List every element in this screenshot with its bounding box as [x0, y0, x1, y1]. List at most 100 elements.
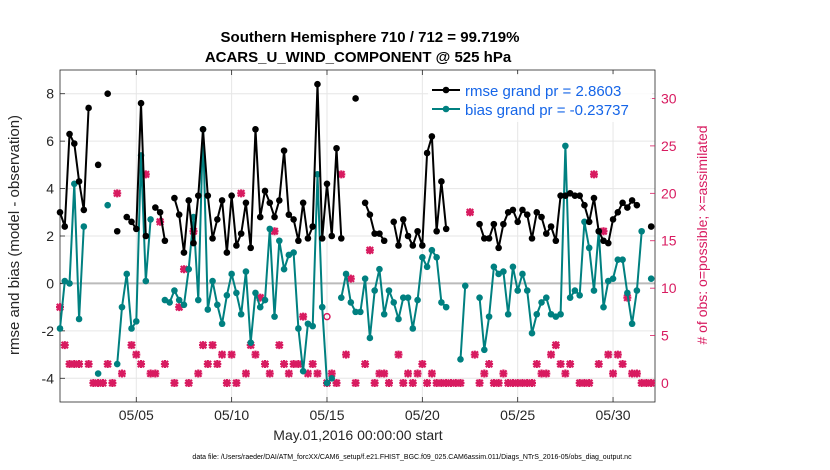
obs-assimilated-marker — [151, 369, 160, 378]
obs-assimilated-marker — [418, 360, 427, 369]
rmse-point — [285, 211, 293, 218]
obs-assimilated-marker — [375, 369, 384, 378]
bias-point — [633, 287, 641, 294]
obs-assimilated-marker — [399, 379, 408, 388]
rmse-point — [299, 199, 307, 207]
bias-point — [461, 282, 469, 290]
rmse-point — [247, 244, 255, 252]
rmse-point — [547, 223, 555, 230]
rmse-point — [633, 201, 641, 209]
x-tick-label: 05/15 — [309, 407, 344, 423]
bias-point — [528, 329, 536, 337]
rmse-point — [576, 192, 583, 199]
obs-assimilated-marker — [547, 350, 556, 359]
obs-assimilated-marker — [561, 369, 570, 378]
bias-point — [175, 296, 183, 304]
bias-point — [523, 287, 531, 294]
rmse-point — [242, 199, 250, 207]
bias-point — [142, 277, 150, 285]
bias-point — [361, 275, 369, 282]
y-axis-left-label: rmse and bias (model - observation) — [6, 115, 23, 355]
obs-assimilated-marker — [623, 293, 632, 302]
obs-assimilated-marker — [98, 379, 107, 388]
obs-assimilated-marker — [384, 379, 393, 388]
rmse-point — [94, 161, 102, 169]
y-right-tick-label: 0 — [661, 375, 669, 391]
obs-assimilated-marker — [284, 369, 293, 378]
bias-point — [80, 223, 88, 230]
bias-point — [247, 339, 255, 347]
obs-assimilated-marker — [103, 360, 112, 369]
bias-point — [504, 310, 512, 318]
bias-point — [485, 313, 493, 320]
rmse-point — [237, 230, 245, 237]
rmse-point — [528, 235, 536, 242]
bias-point — [295, 325, 302, 332]
legend: rmse grand pr = 2.8603 bias grand pr = -0… — [428, 74, 652, 122]
y-left-tick-label: 4 — [46, 181, 54, 197]
rmse-point — [304, 235, 312, 242]
y-left-tick-label: 0 — [46, 275, 54, 291]
bias-point — [128, 325, 135, 332]
obs-assimilated-marker — [175, 303, 184, 312]
bias-point — [600, 303, 607, 311]
bias-point — [423, 263, 431, 271]
bias-point — [538, 299, 545, 306]
obs-assimilated-marker — [642, 379, 651, 388]
bias-point — [500, 268, 507, 275]
rmse-point — [380, 237, 388, 245]
obs-assimilated-marker — [632, 369, 641, 378]
obs-assimilated-marker — [365, 246, 374, 255]
rmse-point — [85, 104, 92, 112]
y-left-tick-label: -4 — [42, 370, 55, 386]
bias-point — [185, 265, 193, 273]
bias-point — [290, 249, 297, 256]
obs-assimilated-marker — [427, 369, 436, 378]
obs-assimilated-marker — [408, 379, 417, 388]
rmse-point — [538, 213, 545, 221]
rmse-point — [481, 235, 488, 242]
legend-background — [428, 74, 652, 122]
series-layer — [56, 80, 656, 388]
rmse-point — [309, 223, 316, 230]
obs-assimilated-marker — [628, 369, 637, 378]
obs-assimilated-marker — [446, 379, 455, 388]
rmse-point — [328, 232, 336, 240]
rmse-point — [414, 227, 421, 235]
bias-point — [123, 270, 131, 278]
rmse-point — [604, 239, 612, 247]
rmse-point — [185, 197, 193, 204]
rmse-point — [266, 199, 274, 207]
obs-assimilated-marker — [237, 189, 246, 198]
obs-assimilated-marker — [466, 208, 475, 217]
x-tick-label: 05/25 — [500, 407, 535, 423]
rmse-point — [595, 227, 603, 235]
bias-point — [118, 303, 126, 311]
obs-assimilated-marker — [179, 265, 188, 274]
obs-assimilated-marker — [556, 360, 565, 369]
rmse-point — [519, 206, 526, 214]
bias-point — [204, 306, 212, 313]
y-left-tick-label: 2 — [46, 228, 54, 244]
bias-point — [194, 296, 202, 304]
obs-assimilated-marker — [332, 379, 341, 388]
rmse-point — [75, 178, 83, 185]
bias-point — [380, 310, 388, 318]
rmse-point — [495, 244, 502, 252]
obs-assimilated-marker — [132, 350, 141, 359]
bias-point — [409, 325, 417, 332]
bias-point — [514, 287, 521, 294]
bias-point — [438, 299, 445, 306]
rmse-point — [423, 149, 431, 157]
rmse-point — [276, 197, 283, 204]
rmse-point — [66, 130, 73, 138]
rmse-point — [280, 147, 288, 154]
obs-assimilated-marker — [456, 379, 465, 388]
rmse-point — [56, 208, 64, 216]
bias-point — [628, 320, 636, 328]
rmse-point — [152, 204, 159, 211]
bias-point — [457, 356, 464, 363]
rmse-point — [647, 223, 655, 230]
obs-assimilated-marker — [413, 369, 422, 378]
